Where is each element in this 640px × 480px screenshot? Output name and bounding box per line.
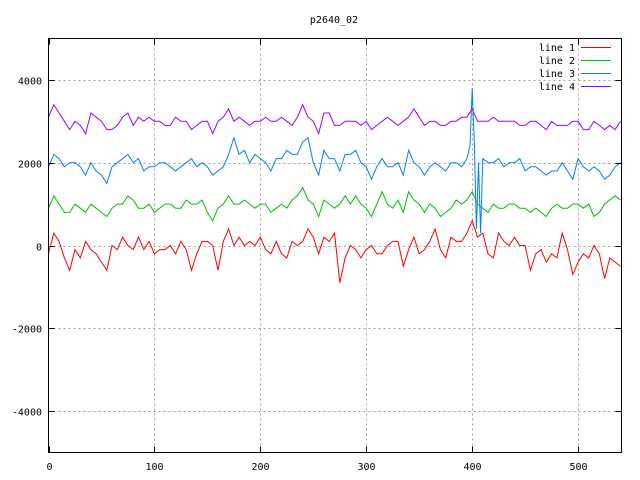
y-tick-label: 2000 xyxy=(18,160,42,171)
legend-label: line 4 xyxy=(539,82,575,93)
x-tick-label: 400 xyxy=(463,462,481,473)
legend-entry-line-2: line 2 xyxy=(539,56,611,67)
legend: line 1 line 2 line 3 line 4 xyxy=(539,43,611,93)
legend-entry-line-3: line 3 xyxy=(539,69,611,80)
legend-label: line 3 xyxy=(539,69,575,80)
series-line-4 xyxy=(48,103,621,136)
x-tick-label: 0 xyxy=(46,462,52,473)
legend-entry-line-1: line 1 xyxy=(539,43,611,54)
y-tick-label: 4000 xyxy=(18,77,42,88)
series-lines xyxy=(48,88,621,283)
plot-border xyxy=(48,38,622,453)
x-tick-label: 100 xyxy=(145,462,163,473)
y-tick-label: 0 xyxy=(36,243,42,254)
axis-ticks: 0 100 200 300 400 500 -4000 -2000 0 2000 4000 xyxy=(12,38,622,473)
grid xyxy=(48,38,622,453)
y-tick-label: -4000 xyxy=(12,408,42,419)
legend-entry-line-4: line 4 xyxy=(539,82,611,93)
x-tick-label: 500 xyxy=(569,462,587,473)
series-line-1 xyxy=(48,219,621,283)
series-line-2 xyxy=(48,186,621,222)
y-tick-label: -2000 xyxy=(12,325,42,336)
series-line-3 xyxy=(48,88,621,234)
legend-label: line 1 xyxy=(539,43,575,54)
x-tick-label: 200 xyxy=(251,462,269,473)
x-tick-label: 300 xyxy=(357,462,375,473)
legend-label: line 2 xyxy=(539,56,575,67)
chart-title: p2640_02 xyxy=(310,15,358,26)
